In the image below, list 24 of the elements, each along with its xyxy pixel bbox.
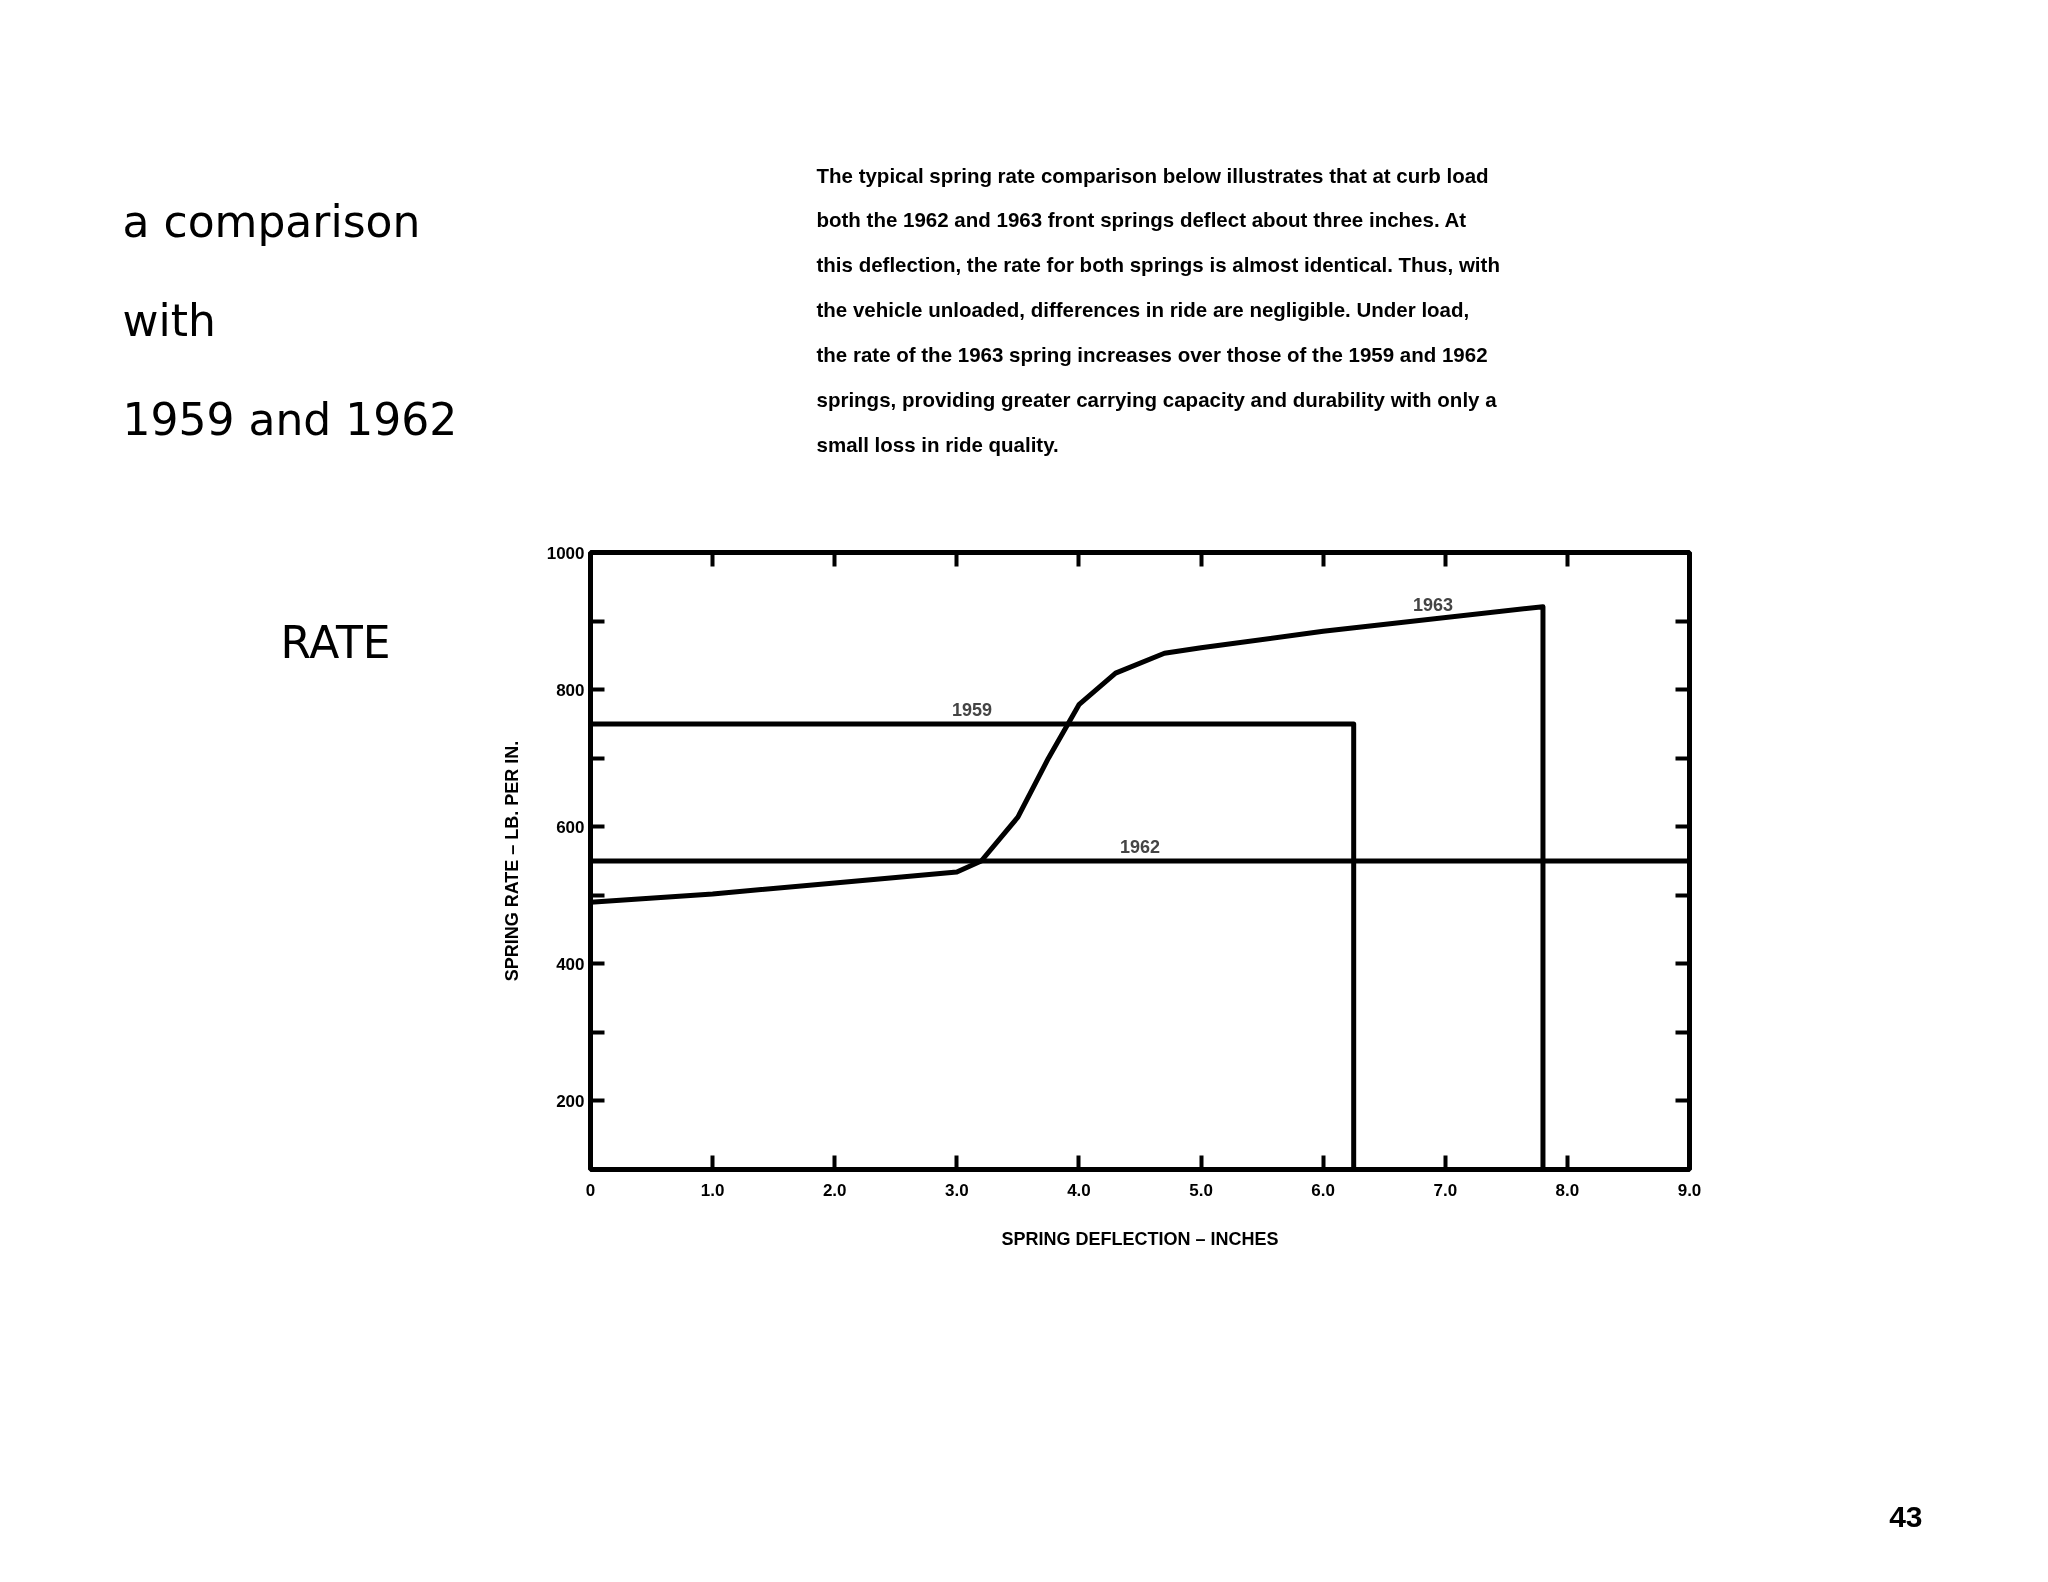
series-label: 1963 — [1413, 595, 1454, 615]
x-tick-label: 7.0 — [1433, 1180, 1458, 1200]
y-tick-label: 200 — [556, 1091, 585, 1111]
x-tick-label: 5.0 — [1189, 1180, 1213, 1200]
x-tick-label: 6.0 — [1311, 1180, 1335, 1200]
x-tick-label: 8.0 — [1555, 1180, 1580, 1200]
x-tick-label: 2.0 — [822, 1180, 847, 1200]
y-tick-label: 400 — [556, 954, 585, 974]
x-tick-label: 3.0 — [945, 1180, 969, 1200]
y-tick-label: 1000 — [546, 543, 585, 563]
x-axis-title: SPRING DEFLECTION – INCHES — [1001, 1228, 1279, 1249]
y-tick-label: 800 — [556, 680, 585, 700]
x-tick-label: 0 — [585, 1180, 596, 1200]
x-tick-label: 4.0 — [1067, 1180, 1091, 1200]
x-tick-label: 9.0 — [1677, 1180, 1702, 1200]
y-axis-title: SPRING RATE – LB. PER IN. — [501, 740, 522, 982]
text: 43 — [1889, 1499, 1923, 1533]
series-label: 1959 — [952, 699, 993, 720]
text: RATE — [280, 617, 391, 669]
y-tick-label: 600 — [556, 817, 585, 837]
chart-title: a comparison with 1959 and 1962 — [122, 195, 458, 446]
x-tick-label: 1.0 — [700, 1180, 725, 1200]
chart-subtitle: The typical spring rate comparison below illustrates that at curb load both the 1962 and 1963 front springs deflect about three inches. At this deflection, the rate for both springs is almost identical. Thus, with the vehicle unloaded, differences in ride are negligible. Under load, the rate of the 1963 spring increases over those of the 1959 and 1962 springs, providing greater carrying capacity and durability with only a small loss in ride quality. — [816, 163, 1500, 456]
series-label: 1962 — [1119, 837, 1161, 857]
